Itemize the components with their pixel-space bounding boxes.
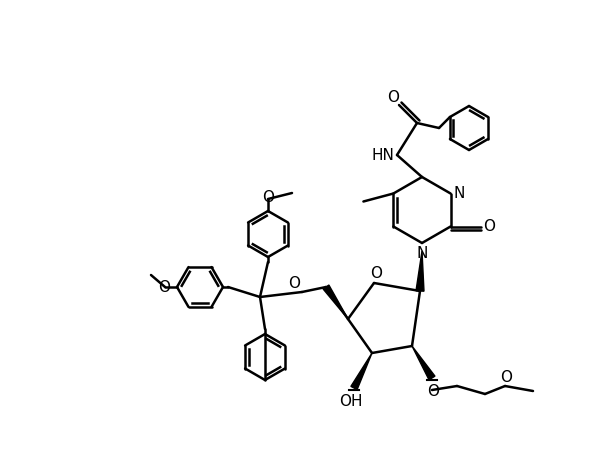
Text: O: O	[387, 90, 399, 106]
Text: O: O	[370, 265, 382, 281]
Text: O: O	[262, 190, 274, 206]
Text: O: O	[158, 280, 170, 294]
Text: O: O	[500, 370, 512, 386]
Text: N: N	[454, 186, 465, 201]
Text: O: O	[427, 383, 439, 399]
Text: OH: OH	[339, 394, 363, 408]
Polygon shape	[412, 346, 435, 380]
Polygon shape	[351, 353, 372, 389]
Text: HN: HN	[371, 149, 394, 163]
Text: O: O	[288, 276, 300, 292]
Text: O: O	[484, 219, 496, 234]
Text: N: N	[416, 245, 428, 261]
Polygon shape	[323, 285, 348, 319]
Polygon shape	[416, 251, 424, 291]
